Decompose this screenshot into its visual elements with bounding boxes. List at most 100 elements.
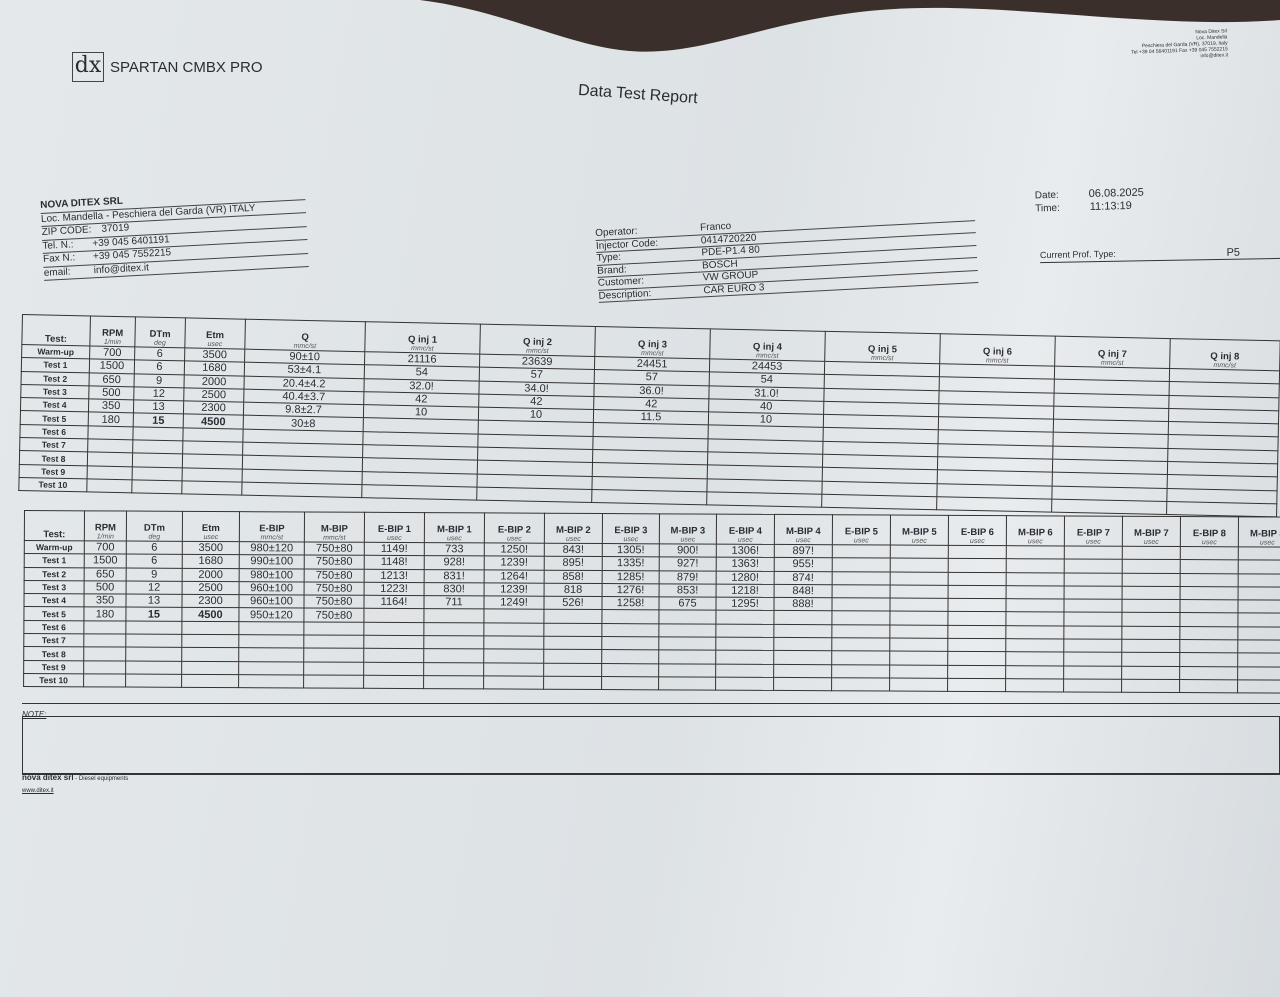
column-name: Etm [205, 329, 225, 342]
profile-label: Current Prof. Type: [1039, 248, 1116, 261]
column-unit: usec [1259, 539, 1275, 547]
table-cell [601, 636, 659, 651]
table-cell [131, 479, 183, 495]
row-label: Warm-up [24, 540, 85, 555]
column-unit: usec [446, 535, 462, 543]
column-name: E-BIP 3 [614, 525, 648, 537]
table-cell [715, 650, 774, 665]
row-label: Test 2 [21, 371, 90, 386]
table-cell [1238, 560, 1280, 574]
column-name: M-BIP 4 [786, 525, 821, 538]
table-cell [363, 608, 424, 623]
table-cell: 750±80 [304, 541, 365, 556]
table-cell [238, 674, 304, 689]
table-cell: 6 [134, 360, 185, 375]
row-label: Test 8 [19, 450, 88, 466]
column-header: Q inj 4 mmc/st [709, 328, 826, 362]
table-cell [423, 662, 484, 676]
table-cell [125, 634, 182, 648]
table-cell: 950±120 [238, 608, 304, 622]
table-cell [890, 558, 949, 572]
table-cell [132, 426, 184, 441]
product-name: SPARTAN CMBX PRO [110, 58, 263, 76]
table-cell [715, 623, 774, 638]
note-box [22, 716, 1280, 774]
table-cell: 1680 [182, 554, 240, 569]
column-name: Etm [201, 522, 220, 535]
table-cell [1237, 600, 1280, 614]
row-label: Test 5 [23, 606, 84, 621]
table-cell: 6 [126, 541, 183, 555]
row-label: Test 1 [24, 553, 85, 568]
table-cell [890, 571, 949, 586]
column-name: M-BIP 5 [902, 526, 937, 538]
table-cell [303, 635, 364, 649]
table-cell [125, 620, 182, 635]
date-label: Date: [1034, 189, 1059, 202]
table-cell [361, 484, 477, 501]
column-header: E-BIP 8 usec [1180, 516, 1239, 547]
column-name: E-BIP 2 [497, 524, 531, 536]
table-cell [476, 487, 592, 503]
column-name: Q inj 3 [637, 338, 668, 351]
table-cell: 9 [134, 373, 185, 388]
row-label: Test 4 [23, 593, 85, 608]
table-cell [1238, 546, 1280, 561]
info-value: BOSCH [701, 258, 738, 271]
table-cell: 526! [543, 596, 603, 611]
table-cell [658, 610, 716, 624]
background-shadow [0, 0, 1280, 52]
table-cell: 180 [83, 607, 126, 621]
table-cell [889, 678, 948, 692]
column-unit: deg [148, 533, 161, 541]
table-cell [936, 496, 1052, 513]
table-cell [182, 427, 244, 443]
table-cell [86, 478, 133, 494]
table-cell [132, 439, 183, 455]
table-cell [363, 622, 424, 636]
table-cell: 1264! [484, 569, 545, 584]
table-cell [125, 660, 182, 675]
profile-type: Current Prof. Type: P5 [1039, 245, 1280, 264]
table-cell: 1276! [602, 583, 660, 598]
row-label: Test 1 [21, 357, 90, 373]
table-cell [543, 676, 602, 690]
table-cell [1064, 572, 1123, 587]
row-label: Test 2 [24, 567, 85, 581]
table-cell: 3500 [182, 541, 240, 555]
column-name: E-BIP 7 [1076, 527, 1110, 539]
table-cell [889, 598, 949, 612]
table-cell: 1148! [364, 555, 425, 570]
column-header: Q inj 5 mmc/st [824, 331, 941, 364]
table-cell [1005, 652, 1064, 666]
table-cell: 1500 [84, 554, 127, 568]
table-cell [303, 648, 364, 662]
row-label: Test 3 [20, 384, 90, 400]
column-unit: usec [1027, 538, 1043, 546]
company-block: NOVA DITEX SRL Loc. Mandella - Peschiera… [40, 186, 309, 281]
table-cell [831, 651, 890, 665]
table-cell [363, 648, 424, 663]
table-cell [1063, 625, 1122, 640]
table-cell: 1285! [602, 570, 660, 584]
table-cell [423, 675, 484, 690]
table-cell: 1250! [484, 542, 545, 557]
column-name: E-BIP 6 [960, 526, 994, 539]
column-name: RPM [101, 327, 124, 340]
table-cell [890, 545, 949, 559]
table-cell [1051, 499, 1167, 515]
table-cell: 888! [773, 597, 833, 612]
column-header: E-BIP 3 usec [602, 513, 660, 544]
row-label: Test 7 [19, 437, 88, 453]
table-cell [1063, 612, 1122, 627]
table-cell [182, 454, 243, 469]
table-cell: 1223! [364, 582, 425, 596]
table-cell [181, 480, 243, 496]
table-cell: 2500 [183, 387, 244, 403]
table-cell: 830! [424, 582, 485, 597]
column-header: Q inj 2 mmc/st [479, 324, 596, 357]
row-label: Test 10 [23, 673, 84, 688]
table-cell: 960±100 [238, 594, 305, 609]
table-cell [423, 609, 484, 623]
